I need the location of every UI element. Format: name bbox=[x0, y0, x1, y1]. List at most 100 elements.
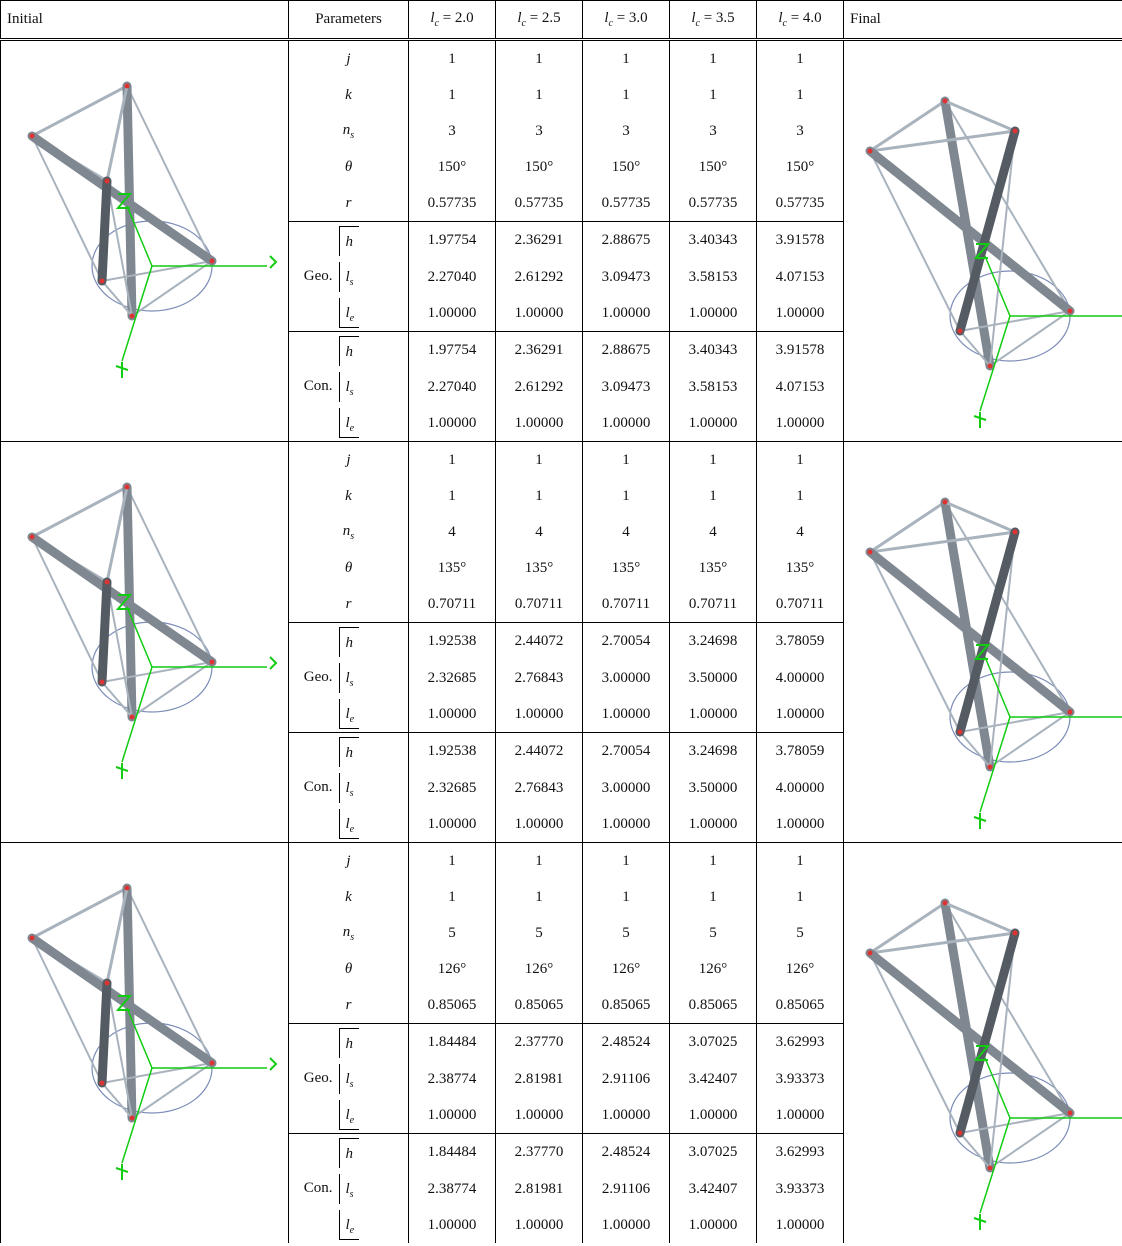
math-symbol: h bbox=[346, 635, 354, 651]
structure-render bbox=[845, 843, 1122, 1238]
parameter-cell: k bbox=[289, 879, 409, 915]
value-cell: 1 bbox=[496, 478, 583, 514]
value-cell: 0.85065 bbox=[670, 987, 757, 1024]
value-cell: 2.61292 bbox=[496, 369, 583, 405]
value-cell: 150° bbox=[583, 149, 670, 185]
symbol: θ bbox=[345, 159, 352, 175]
subscript: s bbox=[350, 130, 354, 141]
math-symbol: ns bbox=[343, 122, 354, 138]
header-cell: Initial bbox=[1, 1, 289, 40]
header-value: = 4.0 bbox=[791, 10, 822, 26]
render-part bbox=[129, 1116, 134, 1121]
value-cell: 1 bbox=[583, 843, 670, 880]
value-cell: 3 bbox=[583, 113, 670, 149]
value-cell: 3.93373 bbox=[757, 1171, 844, 1207]
value-cell: 3.24698 bbox=[670, 733, 757, 771]
symbol: h bbox=[346, 234, 354, 250]
parameter-cell: k bbox=[289, 77, 409, 113]
bracket-entry: le bbox=[339, 1100, 359, 1130]
render-part bbox=[124, 886, 129, 891]
value-cell: 126° bbox=[757, 951, 844, 987]
render-part bbox=[102, 181, 107, 281]
render-part bbox=[870, 532, 1015, 552]
math-symbol: le bbox=[346, 305, 355, 321]
value-cell: 0.70711 bbox=[409, 586, 496, 623]
value-cell: 150° bbox=[757, 149, 844, 185]
group-label: Geo. bbox=[289, 623, 335, 733]
final-image bbox=[844, 843, 1122, 1244]
value-cell: 1 bbox=[757, 442, 844, 479]
value-cell: 1.00000 bbox=[670, 405, 757, 442]
render-part bbox=[870, 552, 960, 732]
math-symbol: θ bbox=[345, 961, 352, 977]
value-cell: 1 bbox=[496, 879, 583, 915]
symbol: j bbox=[346, 452, 350, 468]
value-cell: 4 bbox=[409, 514, 496, 550]
render-part bbox=[1067, 309, 1072, 314]
math-symbol: le bbox=[346, 1217, 355, 1233]
value-cell: 2.61292 bbox=[496, 259, 583, 295]
parameter-cell: ls bbox=[335, 1061, 409, 1097]
parameter-cell: θ bbox=[289, 149, 409, 185]
parameter-cell: le bbox=[335, 696, 409, 733]
group-label: Con. bbox=[289, 733, 335, 843]
render-part bbox=[942, 500, 947, 505]
value-cell: 150° bbox=[409, 149, 496, 185]
math-symbol: h bbox=[346, 745, 354, 761]
render-part bbox=[987, 1166, 992, 1171]
value-cell: 1.00000 bbox=[583, 806, 670, 843]
render-part bbox=[104, 179, 109, 184]
value-cell: 1.92538 bbox=[409, 733, 496, 771]
subscript: c bbox=[435, 18, 439, 29]
value-cell: 1 bbox=[670, 843, 757, 880]
parameter-cell: ns bbox=[289, 113, 409, 149]
render-part bbox=[124, 84, 129, 89]
parameter-cell: ns bbox=[289, 915, 409, 951]
render-part bbox=[32, 537, 212, 662]
value-cell: 1.00000 bbox=[409, 405, 496, 442]
render-part bbox=[209, 660, 214, 665]
value-cell: 1 bbox=[409, 843, 496, 880]
bracket-entry: ls bbox=[339, 1064, 359, 1094]
math-symbol: r bbox=[346, 596, 352, 612]
symbol: r bbox=[346, 195, 352, 211]
render-part bbox=[1012, 530, 1017, 535]
bracket-entry: le bbox=[339, 298, 359, 328]
value-cell: 3.07025 bbox=[670, 1024, 757, 1062]
subscript: s bbox=[350, 531, 354, 542]
value-cell: 0.85065 bbox=[583, 987, 670, 1024]
value-cell: 2.38774 bbox=[409, 1061, 496, 1097]
value-cell: 2.88675 bbox=[583, 222, 670, 260]
value-cell: 3.42407 bbox=[670, 1171, 757, 1207]
value-cell: 150° bbox=[670, 149, 757, 185]
render-part bbox=[102, 662, 212, 682]
value-cell: 1 bbox=[670, 40, 757, 78]
render-part bbox=[957, 329, 962, 334]
parameter-cell: le bbox=[335, 295, 409, 332]
symbol: h bbox=[346, 1036, 354, 1052]
value-cell: 1.97754 bbox=[409, 332, 496, 370]
bracket-entry: h bbox=[339, 1138, 359, 1168]
value-cell: 2.27040 bbox=[409, 259, 496, 295]
render-part bbox=[104, 981, 109, 986]
value-cell: 3 bbox=[409, 113, 496, 149]
parameter-cell: h bbox=[335, 623, 409, 661]
value-cell: 3.62993 bbox=[757, 1024, 844, 1062]
value-cell: 0.85065 bbox=[496, 987, 583, 1024]
structure-render bbox=[2, 442, 288, 837]
value-cell: 2.37770 bbox=[496, 1024, 583, 1062]
bracket-entry: h bbox=[339, 1028, 359, 1058]
math-symbol: k bbox=[345, 889, 352, 905]
parameter-cell: θ bbox=[289, 951, 409, 987]
parameter-cell: h bbox=[335, 1134, 409, 1172]
render-part bbox=[29, 134, 34, 139]
value-cell: 1 bbox=[583, 442, 670, 479]
value-cell: 0.57735 bbox=[670, 185, 757, 222]
math-symbol: h bbox=[346, 1036, 354, 1052]
structure-render bbox=[2, 41, 288, 436]
value-cell: 3.50000 bbox=[670, 770, 757, 806]
value-cell: 3.50000 bbox=[670, 660, 757, 696]
